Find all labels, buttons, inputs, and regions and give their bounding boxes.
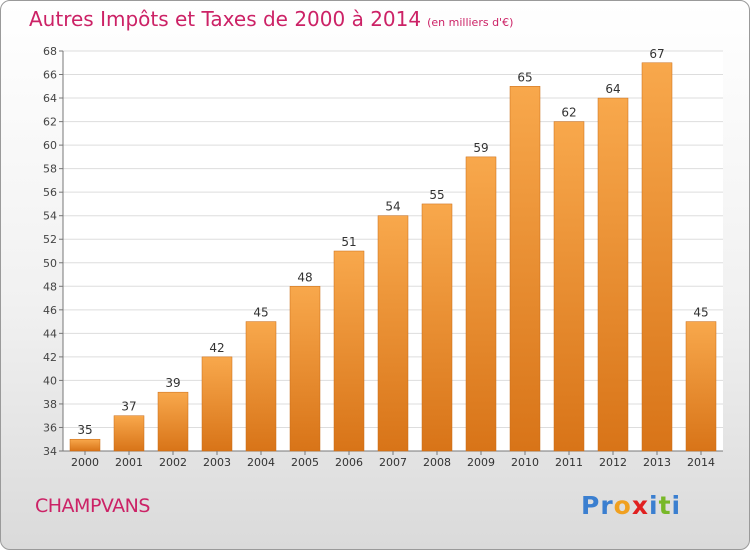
x-tick-label: 2013: [643, 456, 671, 469]
bar-value-label: 42: [209, 341, 224, 355]
bar-value-label: 55: [429, 188, 444, 202]
logo-letter: P: [581, 491, 601, 520]
x-tick-label: 2005: [291, 456, 319, 469]
commune-name: CHAMPVANS: [35, 495, 150, 517]
x-tick-label: 2011: [555, 456, 583, 469]
logo-letter: r: [600, 491, 614, 520]
x-tick-label: 2006: [335, 456, 363, 469]
bar-value-label: 51: [341, 235, 356, 249]
y-tick-label: 34: [43, 445, 57, 458]
y-tick-label: 48: [43, 280, 57, 293]
bar: [685, 321, 717, 452]
bar: [597, 97, 629, 452]
y-tick-label: 38: [43, 398, 57, 411]
x-tick-label: 2012: [599, 456, 627, 469]
x-tick-label: 2004: [247, 456, 275, 469]
logo-letter: i: [649, 491, 659, 520]
y-tick-label: 64: [43, 92, 57, 105]
chart-title: Autres Impôts et Taxes de 2000 à 2014: [29, 7, 422, 31]
bar: [69, 438, 101, 452]
y-tick-label: 62: [43, 116, 57, 129]
x-tick-label: 2000: [71, 456, 99, 469]
y-tick-label: 68: [43, 45, 57, 58]
bar-value-label: 67: [649, 47, 664, 61]
unit-note: (en milliers d'€): [427, 16, 514, 29]
bar-value-label: 39: [165, 376, 180, 390]
y-tick-label: 40: [43, 374, 57, 387]
bar-value-label: 35: [77, 423, 92, 437]
y-tick-label: 54: [43, 210, 57, 223]
bar: [641, 62, 673, 452]
y-tick-label: 52: [43, 233, 57, 246]
logo-letter: o: [613, 491, 632, 520]
bar: [289, 286, 321, 452]
bar-value-label: 64: [605, 82, 620, 96]
y-tick-label: 56: [43, 186, 57, 199]
bar: [113, 415, 145, 452]
y-tick-label: 46: [43, 304, 57, 317]
x-tick-label: 2008: [423, 456, 451, 469]
proxiti-logo[interactable]: Proxiti: [581, 491, 681, 520]
logo-letter: i: [671, 491, 682, 520]
bar: [465, 156, 497, 452]
x-tick-label: 2003: [203, 456, 231, 469]
y-tick-label: 66: [43, 69, 57, 82]
bar-value-label: 54: [385, 200, 400, 214]
logo-letter: t: [658, 491, 672, 520]
y-tick-label: 36: [43, 421, 57, 434]
x-tick-label: 2010: [511, 456, 539, 469]
bar: [333, 250, 365, 452]
y-tick-label: 44: [43, 327, 57, 340]
y-tick-label: 50: [43, 257, 57, 270]
bar-value-label: 62: [561, 106, 576, 120]
bar-value-label: 48: [297, 270, 312, 284]
bar: [157, 391, 189, 452]
title-row: Autres Impôts et Taxes de 2000 à 2014 (en…: [29, 7, 513, 31]
x-tick-label: 2009: [467, 456, 495, 469]
bar: [245, 321, 277, 452]
bar: [553, 121, 585, 452]
bar: [201, 356, 233, 452]
x-tick-label: 2001: [115, 456, 143, 469]
x-tick-label: 2002: [159, 456, 187, 469]
y-tick-label: 42: [43, 351, 57, 364]
bar: [509, 86, 541, 452]
bar: [377, 215, 409, 452]
logo-letter: x: [631, 491, 649, 520]
y-tick-label: 60: [43, 139, 57, 152]
bar-value-label: 45: [253, 306, 268, 320]
bar-value-label: 59: [473, 141, 488, 155]
y-tick-label: 58: [43, 163, 57, 176]
bar-value-label: 65: [517, 70, 532, 84]
bar: [421, 203, 453, 452]
bar-value-label: 37: [121, 400, 136, 414]
x-tick-label: 2014: [687, 456, 715, 469]
bar-value-label: 45: [693, 306, 708, 320]
x-tick-label: 2007: [379, 456, 407, 469]
